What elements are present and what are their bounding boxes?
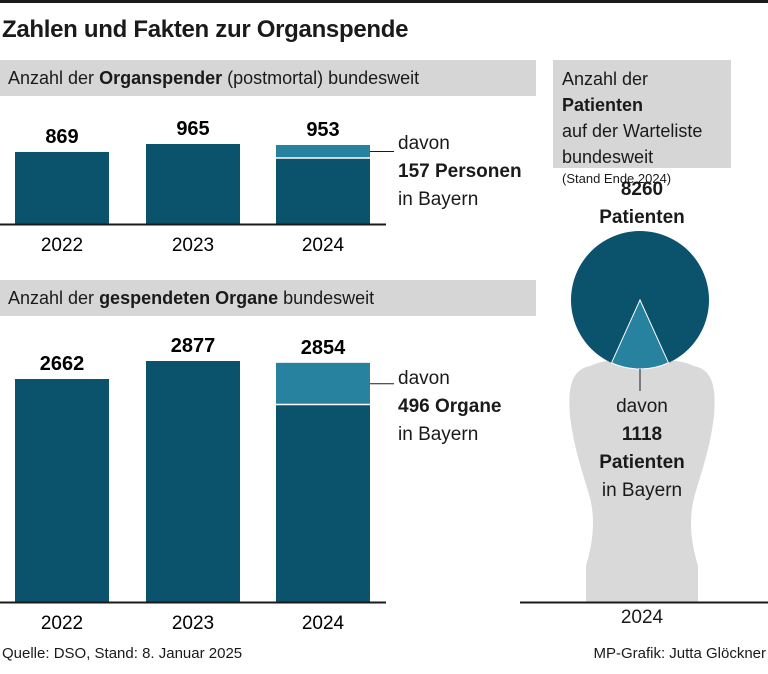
panel1-note-line2: 157 Personen (398, 161, 522, 182)
organs-tick-2024: 2024 (302, 613, 345, 634)
patients-total-unit: Patienten (599, 207, 685, 228)
source-note: Quelle: DSO, Stand: 8. Januar 2025 (2, 645, 243, 662)
graphic-credit: MP-Grafik: Jutta Glöckner (593, 645, 766, 662)
panel2-heading-post: bundesweit (278, 288, 375, 308)
patients-total-label: 8260 Patienten (553, 176, 731, 232)
panel3-year-label: 2024 (620, 607, 664, 628)
panel3-heading-line1: Anzahl der Patienten (562, 69, 649, 115)
donors-value-label-2024: 953 (306, 119, 339, 141)
patients-figure-chart (520, 231, 768, 604)
donors-bar-2022 (15, 151, 109, 224)
organs-bar-2023 (146, 361, 240, 602)
donors-bar-bayern-2024 (276, 144, 370, 159)
donors-bar-2023 (146, 144, 240, 224)
panel2-heading-pre: Anzahl der (8, 288, 100, 308)
patient-body-silhouette (569, 360, 715, 602)
panel2-heading-bold: gespendeten Organe (99, 288, 279, 308)
panel1-note-line3: in Bayern (398, 189, 479, 210)
organs-value-label-2023: 2877 (171, 335, 216, 357)
panel2-heading: Anzahl der gespendeten Organe bundesweit (0, 280, 536, 316)
organs-bar-bayern-2024 (276, 362, 370, 405)
panel3-heading-small: (Stand Ende 2024) (562, 171, 672, 186)
patients-total-value: 8260 (620, 179, 664, 200)
organs-tick-2023: 2023 (172, 613, 214, 634)
panel1-heading: Anzahl der Organspender (postmortal) bun… (0, 60, 536, 96)
panel3-heading: Anzahl der Patienten auf der Warteliste … (553, 60, 731, 186)
organs-value-label-2022: 2662 (40, 353, 85, 375)
panel2-note-line2: 496 Organe (398, 396, 502, 417)
panel2-note: davon 496 Organe in Bayern (398, 365, 502, 449)
top-rule (0, 0, 768, 3)
panel1-note-line1: davon (398, 133, 450, 154)
panel3-note-line1: davon (616, 396, 668, 417)
panel3-heading-line2: auf der Warteliste (562, 121, 703, 141)
panel1-heading-pre: Anzahl der (8, 68, 100, 88)
page-title: Zahlen und Fakten zur Organspende (2, 16, 409, 43)
panel3-heading-line3: bundesweit (562, 147, 654, 167)
donors-value-label-2023: 965 (176, 118, 209, 140)
panel3-note-line2: 1118 (621, 424, 663, 445)
panel2-note-line3: in Bayern (398, 424, 479, 445)
donors-tick-2022: 2022 (41, 235, 83, 256)
panel3-note: davon 1118 Patienten in Bayern (553, 393, 731, 505)
panel2-note-line1: davon (398, 368, 450, 389)
panel1-note: davon 157 Personen in Bayern (398, 130, 522, 214)
donors-bar-chart: 869 2022 965 2023 953 2024 (0, 118, 394, 256)
panel3-note-line4: in Bayern (601, 480, 683, 501)
patients-pie-slice-others (571, 231, 709, 363)
donors-value-label-2022: 869 (45, 126, 78, 148)
organs-tick-2022: 2022 (41, 613, 83, 634)
donors-tick-2024: 2024 (302, 235, 345, 256)
organs-value-label-2024: 2854 (301, 337, 346, 359)
panel1-heading-bold: Organspender (99, 68, 223, 88)
donors-tick-2023: 2023 (172, 235, 214, 256)
organs-bar-2022 (15, 379, 109, 602)
organs-bar-chart: 2662 2022 2877 2023 2854 2024 (0, 335, 394, 634)
panel3-note-line3: Patienten (599, 452, 685, 473)
patients-pie-slice-bayern (610, 298, 670, 370)
panel1-heading-post: (postmortal) bundesweit (222, 68, 420, 88)
